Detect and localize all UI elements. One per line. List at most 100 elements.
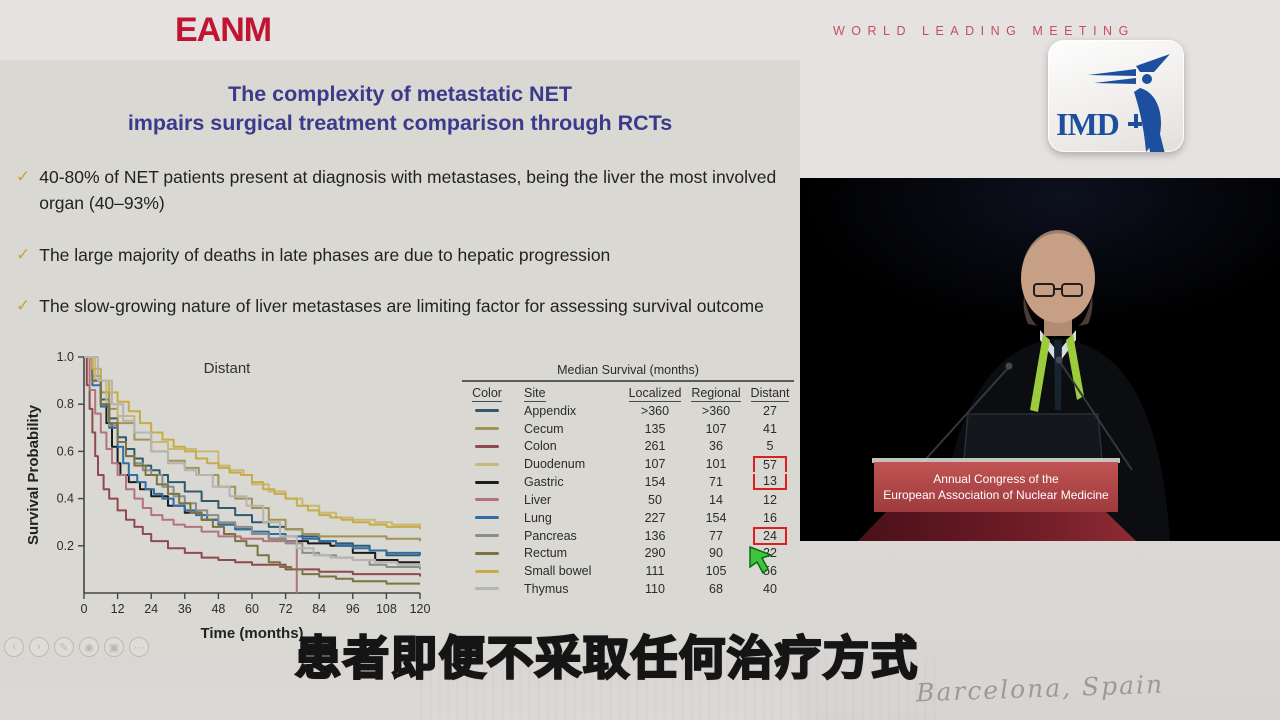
series-lung [84, 356, 421, 556]
series-rectum [84, 356, 420, 585]
check-icon: ✓ [16, 295, 31, 315]
median-survival-table: Median Survival (months) Color Site Locali… [462, 363, 794, 598]
bottom-background-band [0, 657, 800, 720]
presentation-slide: The complexity of metastatic NET impairs… [0, 60, 800, 657]
column-header-distant: Distant [750, 385, 790, 402]
check-icon: ✓ [16, 244, 31, 264]
localized-cell: 136 [644, 528, 666, 543]
color-swatch-cell [462, 462, 512, 466]
site-cell: Cecum [524, 421, 564, 436]
imd-logo-text: IMD [1056, 106, 1119, 142]
laser-pointer-icon[interactable]: ◉ [79, 637, 99, 657]
distant-cell: 5 [766, 439, 774, 454]
bullet-item-3: ✓ The slow-growing nature of liver metast… [16, 293, 784, 319]
slide-title: The complexity of metastatic NET impairs… [0, 80, 800, 138]
imd-logo-card: IMD [1048, 40, 1184, 158]
bullet-text: The large majority of deaths in late pha… [39, 244, 611, 265]
table-row-rectum: Rectum 290 90 22 [462, 544, 794, 562]
column-header-site: Site [524, 385, 546, 402]
table-row-pancreas: Pancreas 136 77 24 [462, 526, 794, 545]
bullet-item-1: ✓ 40-80% of NET patients present at diagn… [16, 164, 784, 217]
chart-title: Distant [204, 360, 252, 377]
column-header-localized: Localized [628, 385, 682, 402]
x-tick-label: 12 [111, 602, 125, 616]
pen-icon[interactable]: ✎ [54, 637, 74, 657]
x-tick-label: 72 [279, 602, 293, 616]
laptop [963, 413, 1103, 461]
table-body: Appendix >360 >360 27 Cecum 135 107 41 Colon 261 3… [462, 402, 794, 598]
table-title: Median Survival (months) [462, 363, 794, 382]
series-color-swatch [475, 462, 499, 466]
series-color-swatch [475, 427, 499, 431]
site-cell: Gastric [524, 475, 564, 490]
speaker-video-feed[interactable]: Annual Congress of the European Associat… [800, 178, 1280, 541]
table-row-duodenum: Duodenum 107 101 57 [462, 455, 794, 473]
color-swatch-cell [462, 409, 512, 413]
localized-cell: 107 [644, 457, 666, 472]
banner-line2: European Association of Nuclear Medicine [883, 488, 1109, 502]
series-color-swatch [475, 587, 499, 591]
color-swatch-cell [462, 480, 512, 484]
series-color-swatch [475, 444, 499, 448]
series-thymus [84, 356, 421, 567]
right-bottom-background-band [800, 541, 1280, 720]
eanm-logo: EANM [175, 11, 272, 49]
x-tick-label: 24 [144, 602, 158, 616]
bullet-text: The slow-growing nature of liver metasta… [39, 295, 764, 316]
presenter-controls: ‹ › ✎ ◉ ▣ ⋯ [4, 637, 149, 657]
check-icon: ✓ [16, 167, 31, 187]
series-small-bowel [84, 356, 421, 530]
color-swatch-cell [462, 551, 512, 555]
slide-title-line1: The complexity of metastatic NET [227, 82, 573, 106]
column-header-color: Color [472, 385, 502, 402]
series-color-swatch [475, 569, 499, 573]
series-color-swatch [475, 534, 499, 538]
x-tick-label: 60 [245, 602, 259, 616]
series-liver [84, 356, 298, 593]
kaplan-meier-svg: 0 12 24 36 48 60 72 84 96 108 120 0.2 0.4 0.6 0.8 1.0 Di… [25, 350, 431, 642]
localized-cell: 290 [644, 546, 666, 561]
highlighter-icon[interactable]: ▣ [104, 637, 124, 657]
survival-chart: 0 12 24 36 48 60 72 84 96 108 120 0.2 0.4 0.6 0.8 1.0 Di… [22, 343, 446, 651]
site-cell: Appendix [524, 403, 577, 418]
more-options-icon[interactable]: ⋯ [129, 637, 149, 657]
table-row-liver: Liver 50 14 12 [462, 491, 794, 509]
x-tick-label: 48 [211, 602, 225, 616]
bullet-text: 40-80% of NET patients present at diagno… [39, 167, 777, 214]
site-cell: Duodenum [524, 457, 586, 472]
distant-cell: 57 [746, 456, 794, 473]
x-tick-label: 120 [410, 602, 431, 616]
next-slide-icon[interactable]: › [29, 637, 49, 657]
imd-kingfisher-icon: IMD [1056, 54, 1170, 158]
table-row-colon: Colon 261 36 5 [462, 438, 794, 456]
series-color-swatch [475, 409, 499, 413]
y-tick-label: 0.6 [57, 444, 74, 458]
site-cell: Pancreas [524, 528, 577, 543]
regional-cell: 154 [705, 510, 727, 525]
column-header-regional: Regional [691, 385, 741, 402]
table-row-appendix: Appendix >360 >360 27 [462, 402, 794, 420]
regional-cell: 36 [709, 439, 723, 454]
localized-cell: 227 [644, 510, 666, 525]
distant-cell: 24 [746, 526, 794, 545]
y-tick-label: 0.2 [57, 539, 74, 553]
localized-cell: 154 [644, 475, 666, 490]
previous-slide-icon[interactable]: ‹ [4, 637, 24, 657]
series-color-swatch [475, 551, 499, 555]
slide-title-line2: impairs surgical treatment comparison th… [127, 111, 673, 136]
y-axis-label: Survival Probability [25, 404, 42, 545]
site-cell: Colon [524, 439, 557, 454]
y-tick-label: 0.8 [57, 397, 74, 411]
distant-cell: 27 [763, 403, 777, 418]
site-cell: Thymus [524, 581, 569, 596]
color-swatch-cell [462, 569, 512, 573]
localized-cell: >360 [640, 403, 670, 418]
color-swatch-cell [462, 427, 512, 431]
x-tick-label: 84 [312, 602, 326, 616]
table-row-gastric: Gastric 154 71 13 [462, 473, 794, 491]
y-tick-label: 1.0 [57, 350, 74, 364]
site-cell: Rectum [524, 546, 568, 561]
series-color-swatch [475, 480, 499, 484]
site-cell: Lung [524, 510, 552, 525]
barcelona-sketch-watermark [420, 658, 940, 720]
